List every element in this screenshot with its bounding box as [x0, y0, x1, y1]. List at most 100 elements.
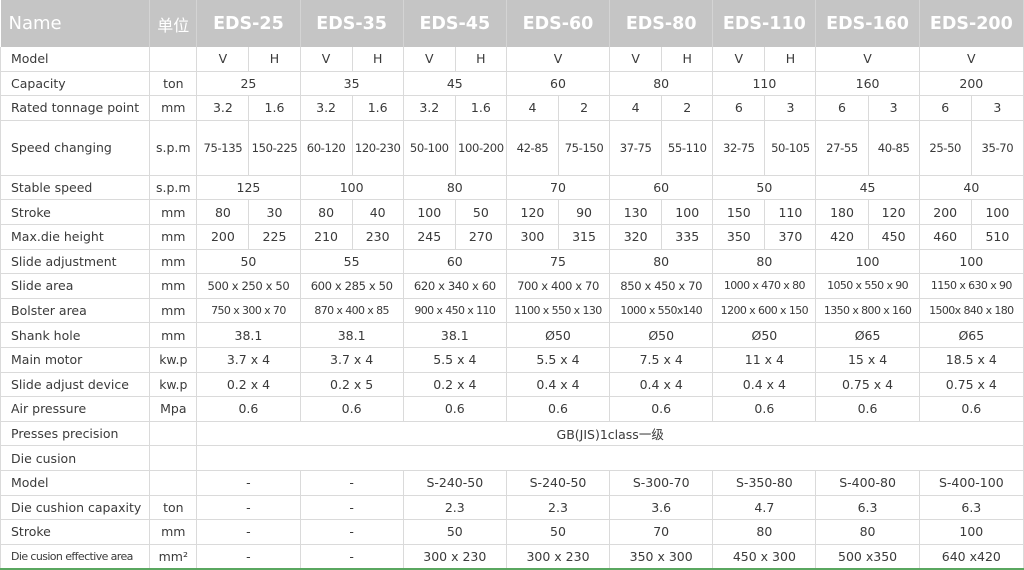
table-cell: V [196, 47, 250, 72]
table-cell: 100 [815, 249, 920, 275]
row-bolster-area: Bolster area mm 750 x 300 x 70 870 x 400… [0, 298, 1024, 324]
row-unit: kw.p [149, 347, 198, 373]
table-cell: 640 x420 [919, 544, 1024, 570]
table-cell: 900 x 450 x 110 [403, 298, 507, 324]
table-cell: 300 x 230 [506, 544, 611, 570]
table-cell: 80 [815, 519, 920, 545]
table-cell: - [300, 519, 404, 545]
table-cell: 1000 x 550x140 [609, 298, 714, 324]
table-cell: 45 [403, 71, 507, 97]
table-cell: 500 x350 [815, 544, 920, 570]
table-cell: 80 [196, 199, 250, 225]
table-cell: 38.1 [196, 322, 301, 348]
table-cell: 620 x 340 x 60 [403, 273, 507, 299]
table-cell: 450 [868, 224, 920, 250]
table-cell: 3.2 [403, 95, 456, 121]
row-dc-stroke: Stroke mm - - 50 50 70 80 80 100 [0, 519, 1024, 545]
row-label: Max.die height [0, 224, 151, 250]
row-label: Rated tonnage point [0, 95, 151, 121]
table-cell: 510 [971, 224, 1024, 250]
table-cell: 180 [815, 199, 869, 225]
table-cell: 15 x 4 [815, 347, 920, 373]
table-cell: 0.6 [506, 396, 611, 422]
table-cell: 50 [403, 519, 507, 545]
header-name: Name [0, 0, 151, 47]
header-model-eds-60: EDS-60 [506, 0, 611, 47]
table-cell: 40-85 [868, 120, 920, 176]
table-cell: 110 [712, 71, 817, 97]
row-label: Die cusion effective area [0, 544, 151, 570]
table-cell: 1200 x 600 x 150 [712, 298, 817, 324]
table-cell: 500 x 250 x 50 [196, 273, 301, 299]
table-cell: S-400-80 [815, 470, 920, 496]
table-cell: V [919, 47, 1024, 72]
row-label: Slide adjustment [0, 249, 151, 275]
table-cell: S-240-50 [403, 470, 507, 496]
table-cell: 5.5 x 4 [403, 347, 507, 373]
row-label: Stable speed [0, 175, 151, 201]
table-cell: 2 [558, 95, 611, 121]
row-model: Model V H V H V H V V H V H V V [0, 47, 1024, 72]
header-model-eds-35: EDS-35 [300, 0, 404, 47]
table-cell: 370 [764, 224, 817, 250]
row-unit: ton [149, 71, 198, 97]
table-cell: 27-55 [815, 120, 869, 176]
table-cell: 50 [196, 249, 301, 275]
table-cell: 350 x 300 [609, 544, 714, 570]
table-cell: GB(JIS)1class一级 [196, 421, 1024, 447]
table-cell: 11 x 4 [712, 347, 817, 373]
row-slide-adjustment: Slide adjustment mm 50 55 60 75 80 80 10… [0, 249, 1024, 275]
table-cell: 300 [506, 224, 560, 250]
row-stable-speed: Stable speed s.p.m 125 100 80 70 60 50 4… [0, 175, 1024, 201]
table-cell: S-350-80 [712, 470, 817, 496]
table-cell: 3.6 [609, 495, 714, 521]
table-cell: 120 [506, 199, 560, 225]
table-cell: 1500x 840 x 180 [919, 298, 1024, 324]
row-unit: mm² [149, 544, 198, 570]
table-cell: 1000 x 470 x 80 [712, 273, 817, 299]
row-unit [149, 470, 198, 496]
table-cell: 100 [403, 199, 456, 225]
table-cell: 80 [712, 249, 817, 275]
table-cell: 1.6 [248, 95, 301, 121]
table-cell: 0.4 x 4 [506, 372, 611, 398]
table-cell: - [196, 470, 301, 496]
table-cell: 40 [352, 199, 404, 225]
row-unit: mm [149, 322, 198, 348]
table-cell: 70 [506, 175, 611, 201]
table-cell: 420 [815, 224, 869, 250]
table-cell: S-300-70 [609, 470, 714, 496]
row-unit: mm [149, 519, 198, 545]
table-cell: 0.6 [815, 396, 920, 422]
table-cell: 225 [248, 224, 301, 250]
table-cell: 200 [919, 199, 972, 225]
table-cell: 2.3 [403, 495, 507, 521]
header-model-eds-25: EDS-25 [196, 0, 301, 47]
row-unit: s.p.m [149, 175, 198, 201]
table-cell: 270 [455, 224, 507, 250]
row-unit: Mpa [149, 396, 198, 422]
row-stroke: Stroke mm 80 30 80 40 100 50 120 90 130 … [0, 199, 1024, 225]
row-dc-model: Model - - S-240-50 S-240-50 S-300-70 S-3… [0, 470, 1024, 496]
table-cell: 6.3 [919, 495, 1024, 521]
row-unit: mm [149, 95, 198, 121]
table-cell: 35-70 [971, 120, 1024, 176]
table-cell: 75-150 [558, 120, 611, 176]
table-cell: 0.6 [196, 396, 301, 422]
table-cell: 60 [506, 71, 611, 97]
table-cell: 4 [506, 95, 560, 121]
row-label: Air pressure [0, 396, 151, 422]
row-capacity: Capacity ton 25 35 45 60 80 110 160 200 [0, 71, 1024, 97]
row-label: Bolster area [0, 298, 151, 324]
table-cell [196, 445, 1024, 471]
header-row: Name 单位 EDS-25 EDS-35 EDS-45 EDS-60 EDS-… [0, 0, 1024, 47]
table-cell: - [196, 495, 301, 521]
table-cell: S-400-100 [919, 470, 1024, 496]
table-cell: 70 [609, 519, 714, 545]
table-cell: 50 [712, 175, 817, 201]
row-unit: mm [149, 199, 198, 225]
table-cell: V [712, 47, 766, 72]
table-cell: - [300, 470, 404, 496]
table-cell: 55 [300, 249, 404, 275]
